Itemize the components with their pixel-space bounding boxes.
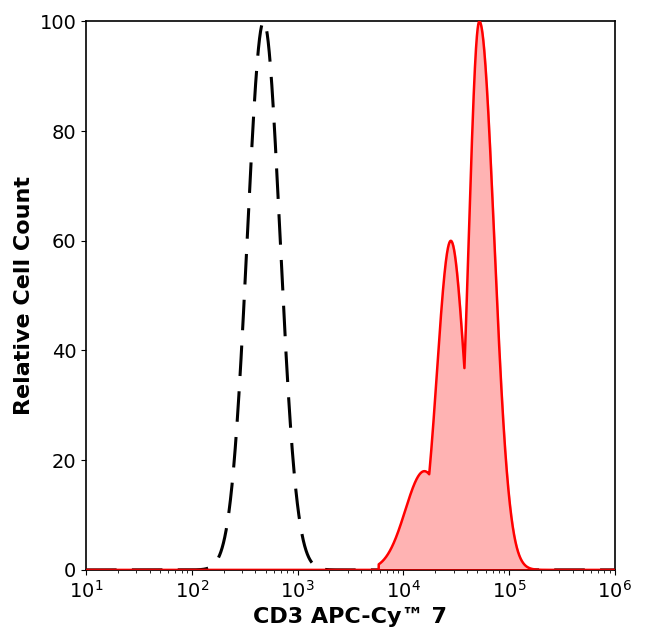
X-axis label: CD3 APC-Cy™ 7: CD3 APC-Cy™ 7 <box>253 607 448 627</box>
Y-axis label: Relative Cell Count: Relative Cell Count <box>14 176 34 415</box>
